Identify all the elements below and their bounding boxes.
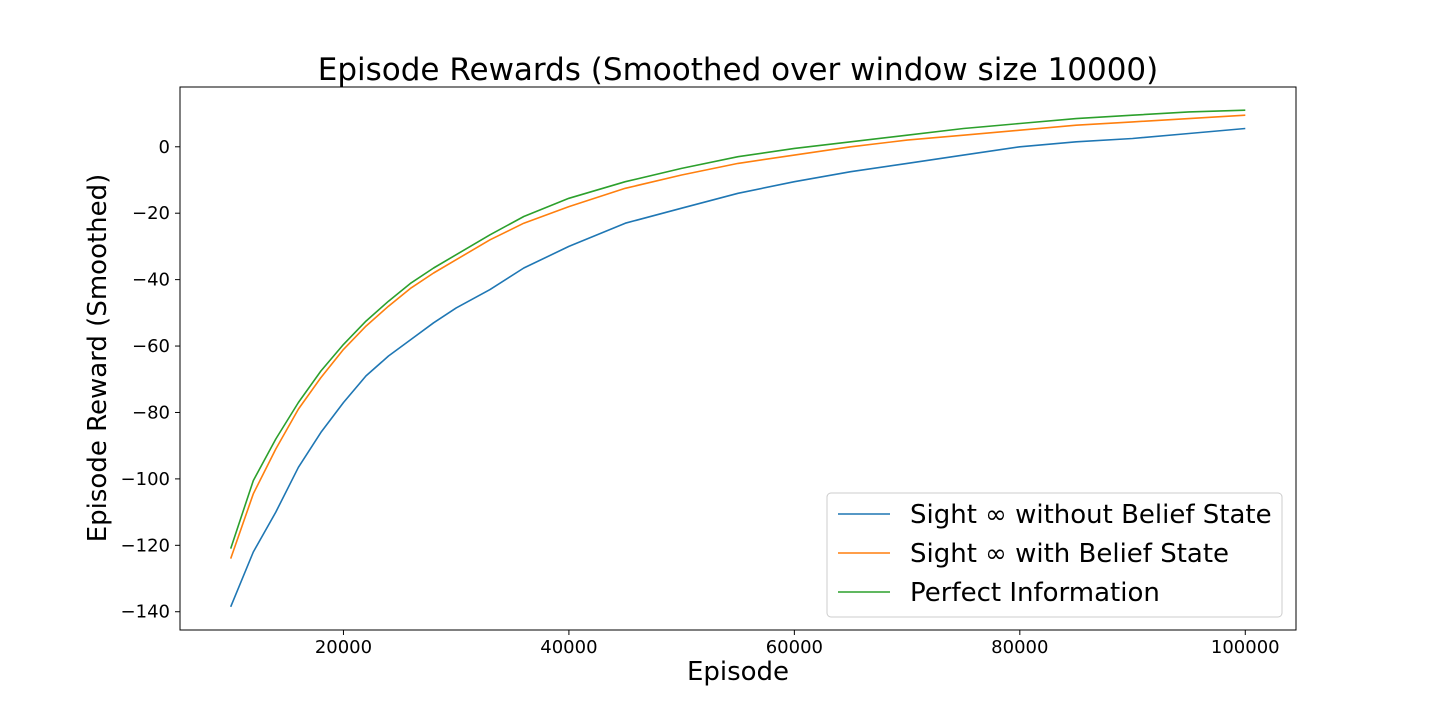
y-axis-label: Episode Reward (Smoothed)	[83, 174, 113, 543]
x-tick-label: 100000	[1211, 637, 1280, 658]
legend-box	[826, 492, 1283, 618]
x-tick-label: 60000	[766, 637, 823, 658]
y-tick-label: −100	[121, 469, 170, 490]
series-line-3	[229, 109, 1246, 549]
legend-label: Sight ∞ with Belief State	[910, 539, 1229, 569]
y-tick-label: −60	[132, 336, 170, 357]
y-tick-label: −120	[121, 535, 170, 556]
y-tick-label: −140	[121, 602, 170, 623]
legend-label: Sight ∞ without Belief State	[910, 500, 1272, 530]
x-axis-ticks: 20000 40000 60000 80000 100000	[315, 630, 1280, 658]
legend-label: Perfect Information	[910, 578, 1160, 608]
legend: Sight ∞ without Belief State Sight ∞ with…	[826, 492, 1283, 618]
x-tick-label: 20000	[315, 637, 372, 658]
chart-title: Episode Rewards (Smoothed over window si…	[318, 52, 1158, 88]
y-tick-label: −40	[132, 270, 170, 291]
x-tick-label: 80000	[991, 637, 1048, 658]
series-lines	[229, 109, 1246, 608]
plot-area-frame	[179, 86, 1297, 631]
y-axis-ticks: −140 −120 −100 −80 −60 −40 −20 0	[121, 137, 180, 623]
x-tick-label: 40000	[540, 637, 597, 658]
x-axis-label: Episode	[687, 657, 789, 687]
y-tick-label: −20	[132, 203, 170, 224]
series-line-1	[229, 127, 1246, 608]
y-tick-label: 0	[159, 137, 170, 158]
y-tick-label: −80	[132, 402, 170, 423]
series-line-2	[229, 114, 1246, 559]
